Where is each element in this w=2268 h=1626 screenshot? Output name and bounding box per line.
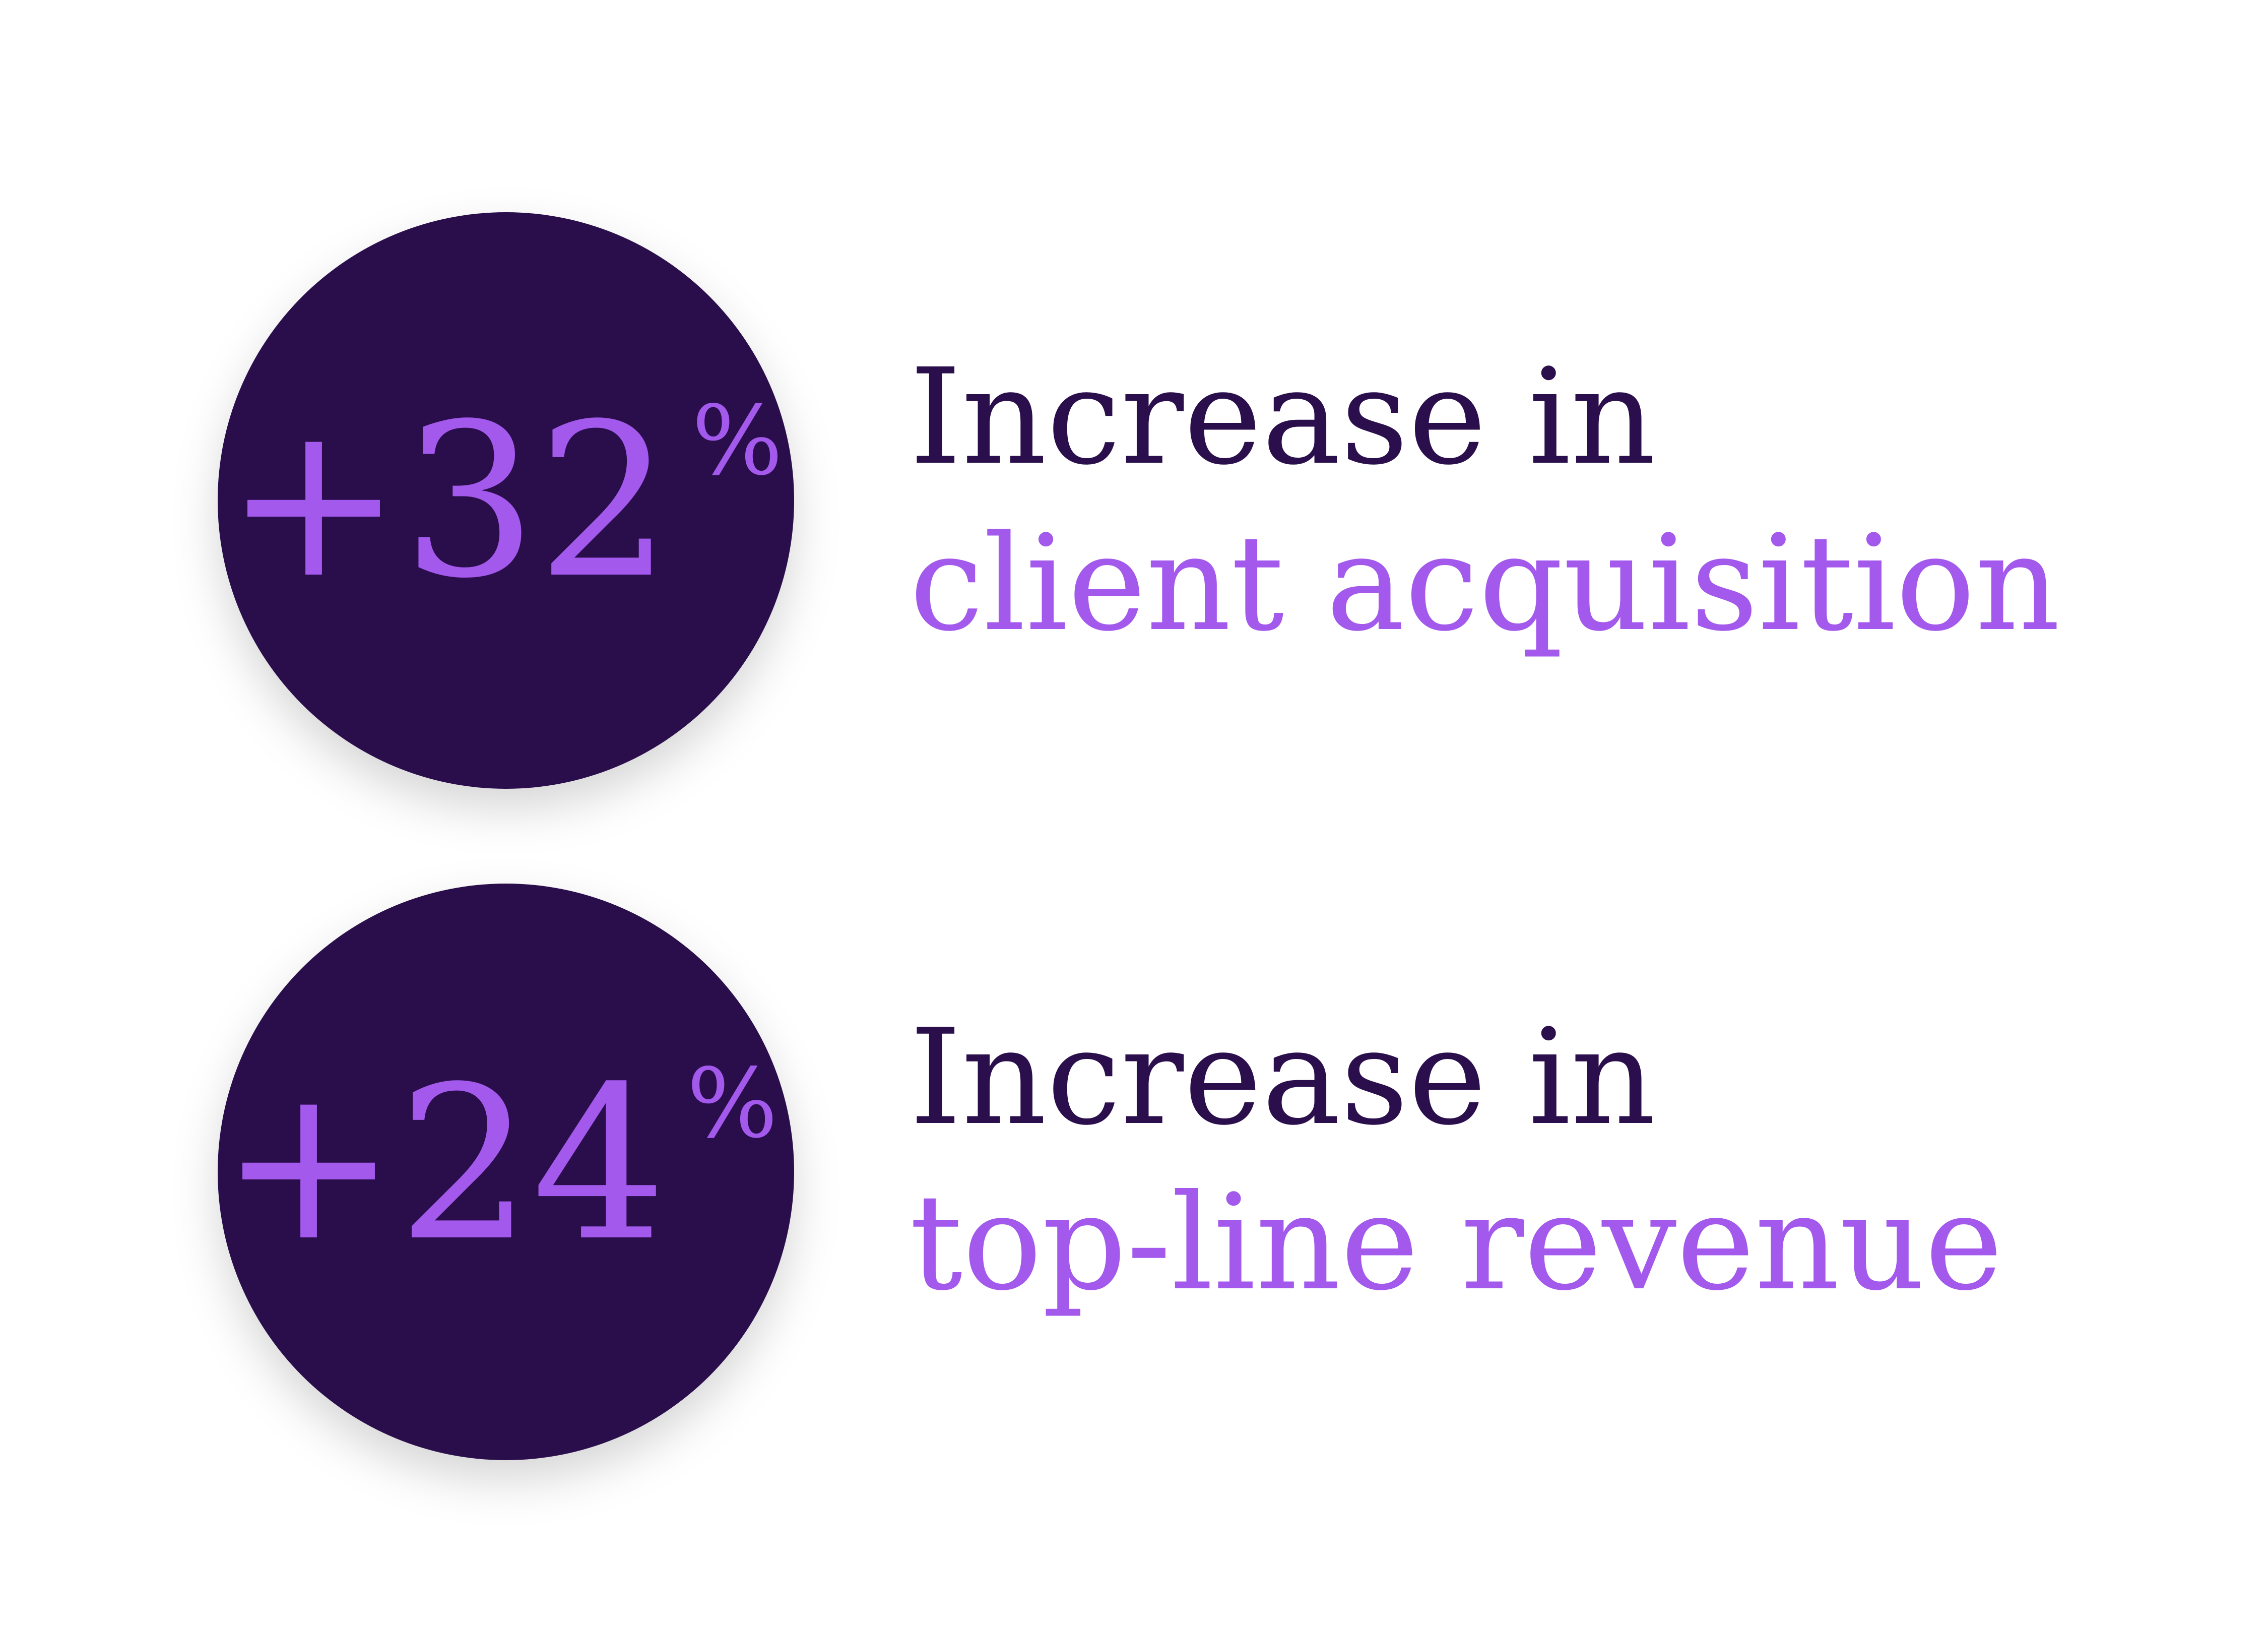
stat-circle (218, 212, 794, 789)
stat-label-highlight: client acquisition (910, 507, 2060, 660)
stat-label-highlight: top-line revenue (910, 1166, 2003, 1320)
stat-unit: % (687, 1048, 778, 1159)
stat-label: Increase in (910, 340, 1656, 494)
stat-value: +24 (220, 1041, 667, 1288)
stat-unit: % (692, 385, 783, 496)
stat-figure: +32% (225, 379, 783, 625)
stat-1: +32% Increase in client acquisition (218, 212, 2060, 789)
stat-figure: +24% (220, 1041, 778, 1288)
stat-label: Increase in (910, 1000, 1656, 1154)
stat-2: +24% Increase in top-line revenue (218, 884, 2003, 1460)
stat-circle (218, 884, 794, 1460)
stat-value: +32 (225, 379, 672, 625)
